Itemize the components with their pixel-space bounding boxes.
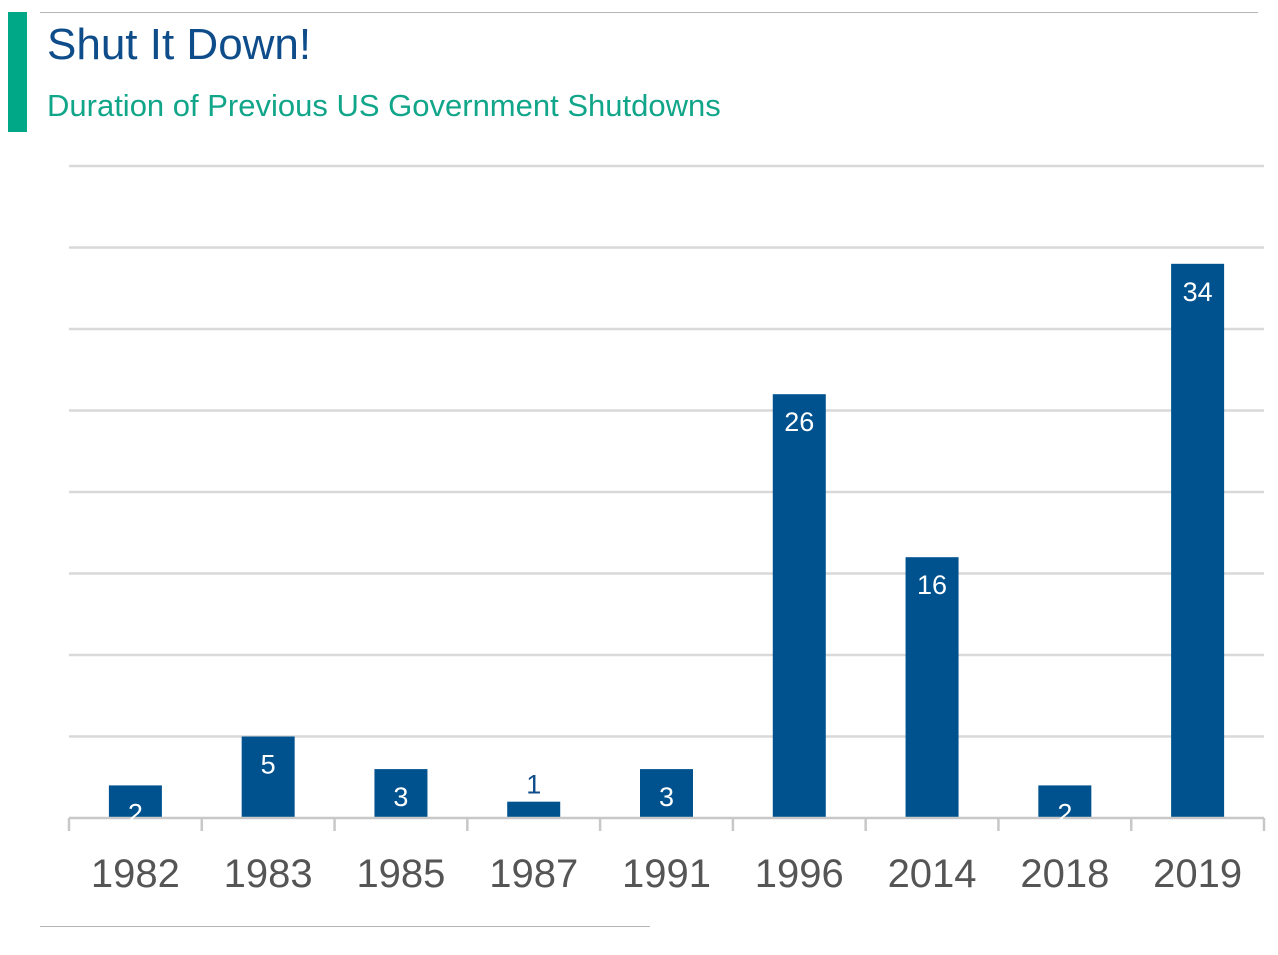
bar-2019 <box>1171 263 1225 818</box>
bars <box>108 263 1225 818</box>
x-tick-label: 1983 <box>224 852 313 896</box>
data-label: 34 <box>1183 277 1213 307</box>
bar-1985 <box>374 769 428 818</box>
data-label: 3 <box>393 782 408 812</box>
x-tick-label: 1987 <box>489 852 578 896</box>
x-tick-label: 1982 <box>91 852 180 896</box>
x-tick-label: 1996 <box>755 852 844 896</box>
bar-2014 <box>905 557 959 818</box>
data-label: 2 <box>1057 798 1072 828</box>
data-label: 3 <box>659 782 674 812</box>
bar-1982 <box>108 785 162 818</box>
x-axis: 1982 1983 1985 1987 1991 1996 2014 2018 2019 <box>67 816 1266 896</box>
data-label: 16 <box>917 570 947 600</box>
data-label: 1 <box>526 770 541 800</box>
x-tick-label: 1985 <box>356 852 445 896</box>
bar-1983 <box>241 736 295 818</box>
data-label: 5 <box>261 750 276 780</box>
bar-1991 <box>640 769 693 818</box>
x-tick-label: 1991 <box>622 852 711 896</box>
bottom-rule <box>40 926 650 927</box>
top-rule <box>40 12 1258 13</box>
x-tick-label: 2019 <box>1153 852 1242 896</box>
chart-subtitle: Duration of Previous US Government Shutd… <box>47 88 721 123</box>
x-tick-label: 2018 <box>1020 852 1109 896</box>
data-label: 26 <box>784 407 814 437</box>
bar-2018 <box>1038 785 1092 818</box>
data-label: 2 <box>128 798 143 828</box>
x-tick-label: 2014 <box>888 852 977 896</box>
accent-bar <box>8 12 27 132</box>
bar-1987 <box>507 801 561 818</box>
bar-1996 <box>772 394 826 818</box>
data-labels: 2 5 3 1 3 26 16 2 34 <box>128 277 1213 829</box>
chart-title: Shut It Down! <box>47 20 312 69</box>
gridlines <box>69 164 1264 738</box>
